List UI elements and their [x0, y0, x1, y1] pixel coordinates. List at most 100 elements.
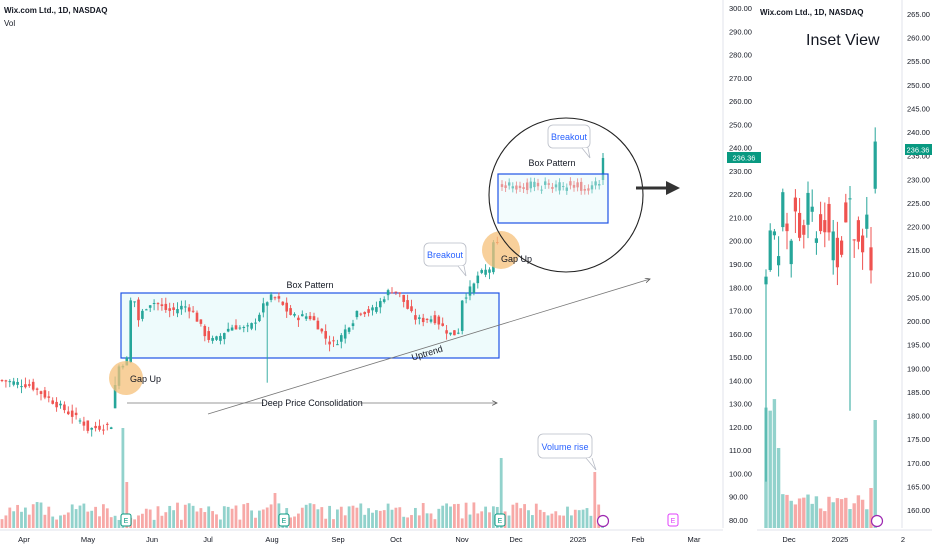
- volume-bar: [371, 512, 374, 528]
- candle: [129, 300, 132, 363]
- inset-candle: [819, 214, 823, 232]
- inset-price-tick: 185.00: [907, 388, 930, 397]
- candle: [488, 269, 491, 273]
- candle: [301, 314, 304, 317]
- volume-bar: [176, 502, 179, 528]
- box2-candle: [544, 181, 547, 185]
- volume-bar: [144, 508, 148, 528]
- candle: [304, 316, 308, 319]
- candle: [359, 313, 363, 315]
- inset-price-tick: 220.00: [907, 223, 930, 232]
- volume-bar: [156, 506, 160, 528]
- main-price-tick: 90.00: [729, 493, 748, 502]
- volume-bar: [117, 519, 121, 528]
- inset-volume-bar: [839, 499, 844, 528]
- volume-bar: [113, 515, 117, 528]
- candle: [102, 429, 105, 431]
- volume-bar: [386, 503, 390, 528]
- box2-candle: [526, 182, 529, 191]
- inset-time-tick: 2: [901, 535, 905, 544]
- box2-candle: [500, 184, 504, 187]
- box2-candle: [518, 185, 522, 189]
- inset-candle: [772, 231, 776, 236]
- inset-candle: [789, 240, 793, 265]
- inset-price-tick: 240.00: [907, 128, 930, 137]
- inset-price-tick: 205.00: [907, 293, 930, 302]
- candle: [160, 304, 164, 307]
- inset-candle: [781, 192, 785, 228]
- main-time-tick: Aug: [265, 535, 278, 544]
- inset-price-tick: 230.00: [907, 175, 930, 184]
- inset-volume-bar: [835, 498, 840, 528]
- inset-volume-bar: [827, 496, 831, 528]
- volume-bar: [453, 504, 456, 528]
- volume-bar: [390, 509, 394, 528]
- candle: [484, 269, 487, 275]
- volume-bar: [480, 511, 484, 528]
- inset-time-tick: 2025: [832, 535, 849, 544]
- main-price-tick: 170.00: [729, 307, 752, 316]
- volume-bar: [78, 505, 82, 528]
- inset-price-tick: 215.00: [907, 246, 930, 255]
- candle: [308, 315, 312, 320]
- main-time-tick: Dec: [509, 535, 523, 544]
- volume-bar: [226, 506, 230, 528]
- candle: [74, 412, 78, 416]
- candle: [156, 303, 160, 305]
- volume-bar: [464, 502, 468, 528]
- breakout-1-pointer: [457, 265, 467, 277]
- inset-volume-bar: [823, 511, 827, 528]
- inset-candle: [764, 276, 768, 285]
- candle: [398, 292, 402, 294]
- candle: [82, 421, 86, 426]
- volume-label: Vol: [4, 19, 16, 28]
- candle: [269, 294, 273, 300]
- candle: [191, 310, 195, 312]
- volume-bar: [121, 428, 125, 528]
- candle: [320, 328, 324, 332]
- volume-bar: [558, 515, 562, 528]
- candle: [363, 312, 366, 315]
- volume-bar: [219, 519, 222, 528]
- volume-bar: [378, 510, 382, 528]
- main-price-tick: 210.00: [729, 213, 752, 222]
- box2-candle: [504, 185, 507, 188]
- main-symbol-label: Wix.com Ltd., 1D, NASDAQ: [4, 6, 108, 15]
- volume-bar: [570, 515, 573, 528]
- volume-bar: [160, 515, 164, 528]
- candle: [94, 425, 97, 429]
- inset-volume-bar: [781, 494, 785, 528]
- candle: [445, 330, 448, 334]
- volume-bar: [211, 511, 214, 528]
- volume-bar: [425, 513, 429, 528]
- volume-bar: [328, 505, 331, 528]
- main-price-tick: 270.00: [729, 74, 752, 83]
- volume-bar: [472, 502, 476, 528]
- volume-bar: [562, 515, 565, 528]
- box-pattern-2-label: Box Pattern: [528, 158, 575, 168]
- volume-bar: [164, 512, 168, 528]
- volume-bar: [402, 516, 406, 528]
- inset-candle: [873, 141, 877, 189]
- volume-bar: [515, 502, 519, 528]
- earnings-badge-label: E: [498, 518, 503, 525]
- volume-bar: [234, 505, 238, 528]
- volume-bar: [538, 509, 542, 528]
- inset-price-tick: 180.00: [907, 412, 930, 421]
- volume-bar: [566, 506, 569, 528]
- candle: [343, 329, 347, 339]
- main-time-tick: May: [81, 535, 95, 544]
- candle: [332, 340, 335, 342]
- volume-bar: [207, 506, 211, 528]
- candle: [86, 420, 90, 431]
- volume-bar: [484, 506, 487, 528]
- inset-volume-bar: [776, 448, 781, 528]
- candle: [453, 330, 456, 336]
- volume-bar: [137, 515, 140, 528]
- inset-candle: [823, 220, 827, 233]
- inset-candle: [856, 220, 860, 242]
- inset-price-tick: 210.00: [907, 270, 930, 279]
- candle: [410, 306, 413, 312]
- volume-bar: [433, 519, 437, 528]
- volume-bar: [336, 509, 339, 528]
